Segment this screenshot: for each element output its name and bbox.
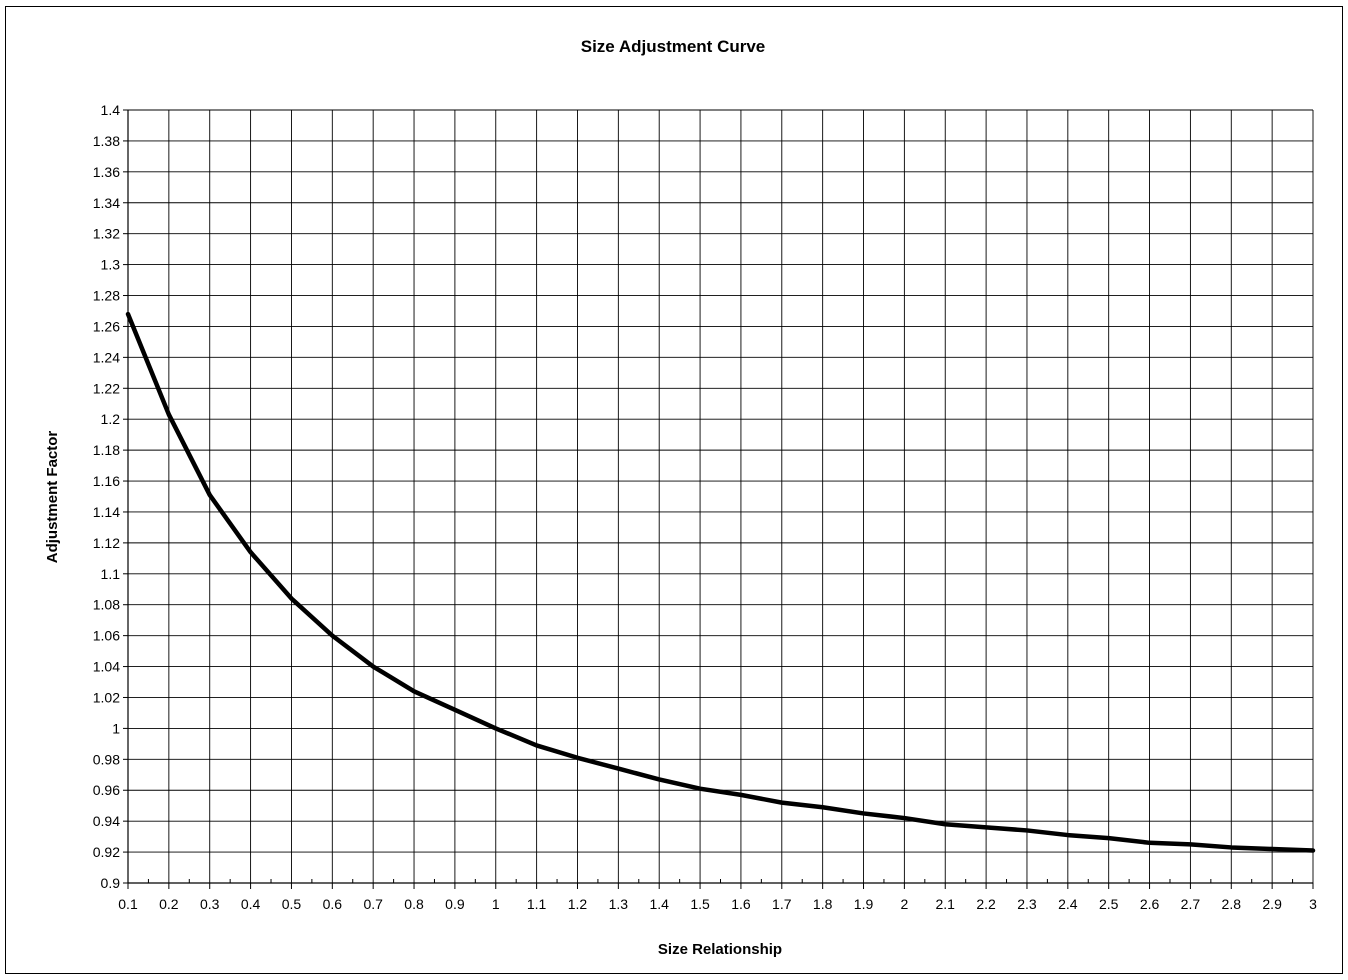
x-tick-label: 2.8 bbox=[1222, 896, 1242, 912]
x-tick-label: 2.4 bbox=[1058, 896, 1078, 912]
y-tick-label: 1.32 bbox=[93, 226, 120, 242]
x-tick-label: 1.8 bbox=[813, 896, 833, 912]
x-tick-label: 0.4 bbox=[241, 896, 261, 912]
x-tick-label: 1.5 bbox=[690, 896, 710, 912]
series-layer bbox=[125, 311, 1316, 853]
x-tick-label: 0.8 bbox=[404, 896, 424, 912]
y-tick-label: 0.96 bbox=[93, 782, 120, 798]
y-tick-label: 1.18 bbox=[93, 442, 120, 458]
grid-lines bbox=[127, 109, 1314, 884]
y-tick-label: 1.26 bbox=[93, 318, 120, 334]
y-tick-label: 1.2 bbox=[101, 411, 121, 427]
y-tick-label: 0.9 bbox=[101, 875, 121, 891]
x-tick-label: 2.2 bbox=[976, 896, 996, 912]
y-tick-label: 0.98 bbox=[93, 751, 120, 767]
x-tick-label: 2 bbox=[900, 896, 908, 912]
y-tick-label: 1.06 bbox=[93, 628, 120, 644]
y-axis-title: Adjustment Factor bbox=[44, 431, 61, 564]
y-tick-label: 1.08 bbox=[93, 597, 120, 613]
y-tick-label: 1.22 bbox=[93, 380, 120, 396]
y-tick-label: 1.12 bbox=[93, 535, 120, 551]
x-tick-label: 1.1 bbox=[527, 896, 547, 912]
x-tick-label: 1.6 bbox=[731, 896, 751, 912]
y-tick-label: 0.92 bbox=[93, 844, 120, 860]
x-tick-label: 1.7 bbox=[772, 896, 792, 912]
y-tick-label: 1.34 bbox=[93, 195, 120, 211]
x-tick-label: 0.3 bbox=[200, 896, 220, 912]
axes bbox=[123, 109, 1314, 889]
y-tick-label: 1.16 bbox=[93, 473, 120, 489]
y-tick-label: 1.28 bbox=[93, 288, 120, 304]
x-tick-label: 2.3 bbox=[1017, 896, 1037, 912]
chart-title: Size Adjustment Curve bbox=[581, 37, 766, 56]
series-line bbox=[125, 311, 1316, 853]
x-tick-label: 3 bbox=[1309, 896, 1317, 912]
y-tick-label: 1.14 bbox=[93, 504, 120, 520]
y-tick-label: 1.04 bbox=[93, 659, 120, 675]
x-tick-label: 0.2 bbox=[159, 896, 179, 912]
x-tick-label: 1.3 bbox=[609, 896, 629, 912]
y-tick-label: 1.02 bbox=[93, 689, 120, 705]
x-tick-label: 0.1 bbox=[118, 896, 138, 912]
y-tick-label: 1.3 bbox=[101, 257, 121, 273]
x-tick-label: 2.9 bbox=[1262, 896, 1282, 912]
x-tick-label: 1.4 bbox=[649, 896, 669, 912]
chart-frame bbox=[5, 6, 1343, 974]
x-tick-labels: 0.1 0.2 0.3 0.4 0.5 0.6 0.7 0.8 0.9 1 1.1 1.2 1.3 1.4… bbox=[118, 896, 1317, 912]
y-tick-labels: 0.9 0.92 0.94 0.96 0.98 1 1.02 1.04 1.06 1.08 1.1 1… bbox=[93, 102, 120, 891]
x-tick-label: 0.9 bbox=[445, 896, 465, 912]
x-tick-label: 2.6 bbox=[1140, 896, 1160, 912]
y-tick-label: 1.36 bbox=[93, 164, 120, 180]
y-tick-label: 0.94 bbox=[93, 813, 120, 829]
y-tick-label: 1.1 bbox=[101, 566, 121, 582]
x-tick-label: 2.5 bbox=[1099, 896, 1119, 912]
y-tick-label: 1.4 bbox=[101, 102, 121, 118]
y-tick-label: 1.38 bbox=[93, 133, 120, 149]
x-tick-label: 2.7 bbox=[1181, 896, 1201, 912]
y-tick-label: 1 bbox=[112, 720, 120, 736]
x-tick-label: 1.2 bbox=[568, 896, 588, 912]
x-tick-label: 2.1 bbox=[936, 896, 956, 912]
x-axis-title: Size Relationship bbox=[658, 941, 782, 958]
x-tick-label: 1.9 bbox=[854, 896, 874, 912]
x-tick-label: 0.5 bbox=[282, 896, 302, 912]
y-tick-label: 1.24 bbox=[93, 349, 120, 365]
x-tick-label: 1 bbox=[492, 896, 500, 912]
x-tick-label: 0.7 bbox=[363, 896, 383, 912]
x-tick-label: 0.6 bbox=[323, 896, 343, 912]
